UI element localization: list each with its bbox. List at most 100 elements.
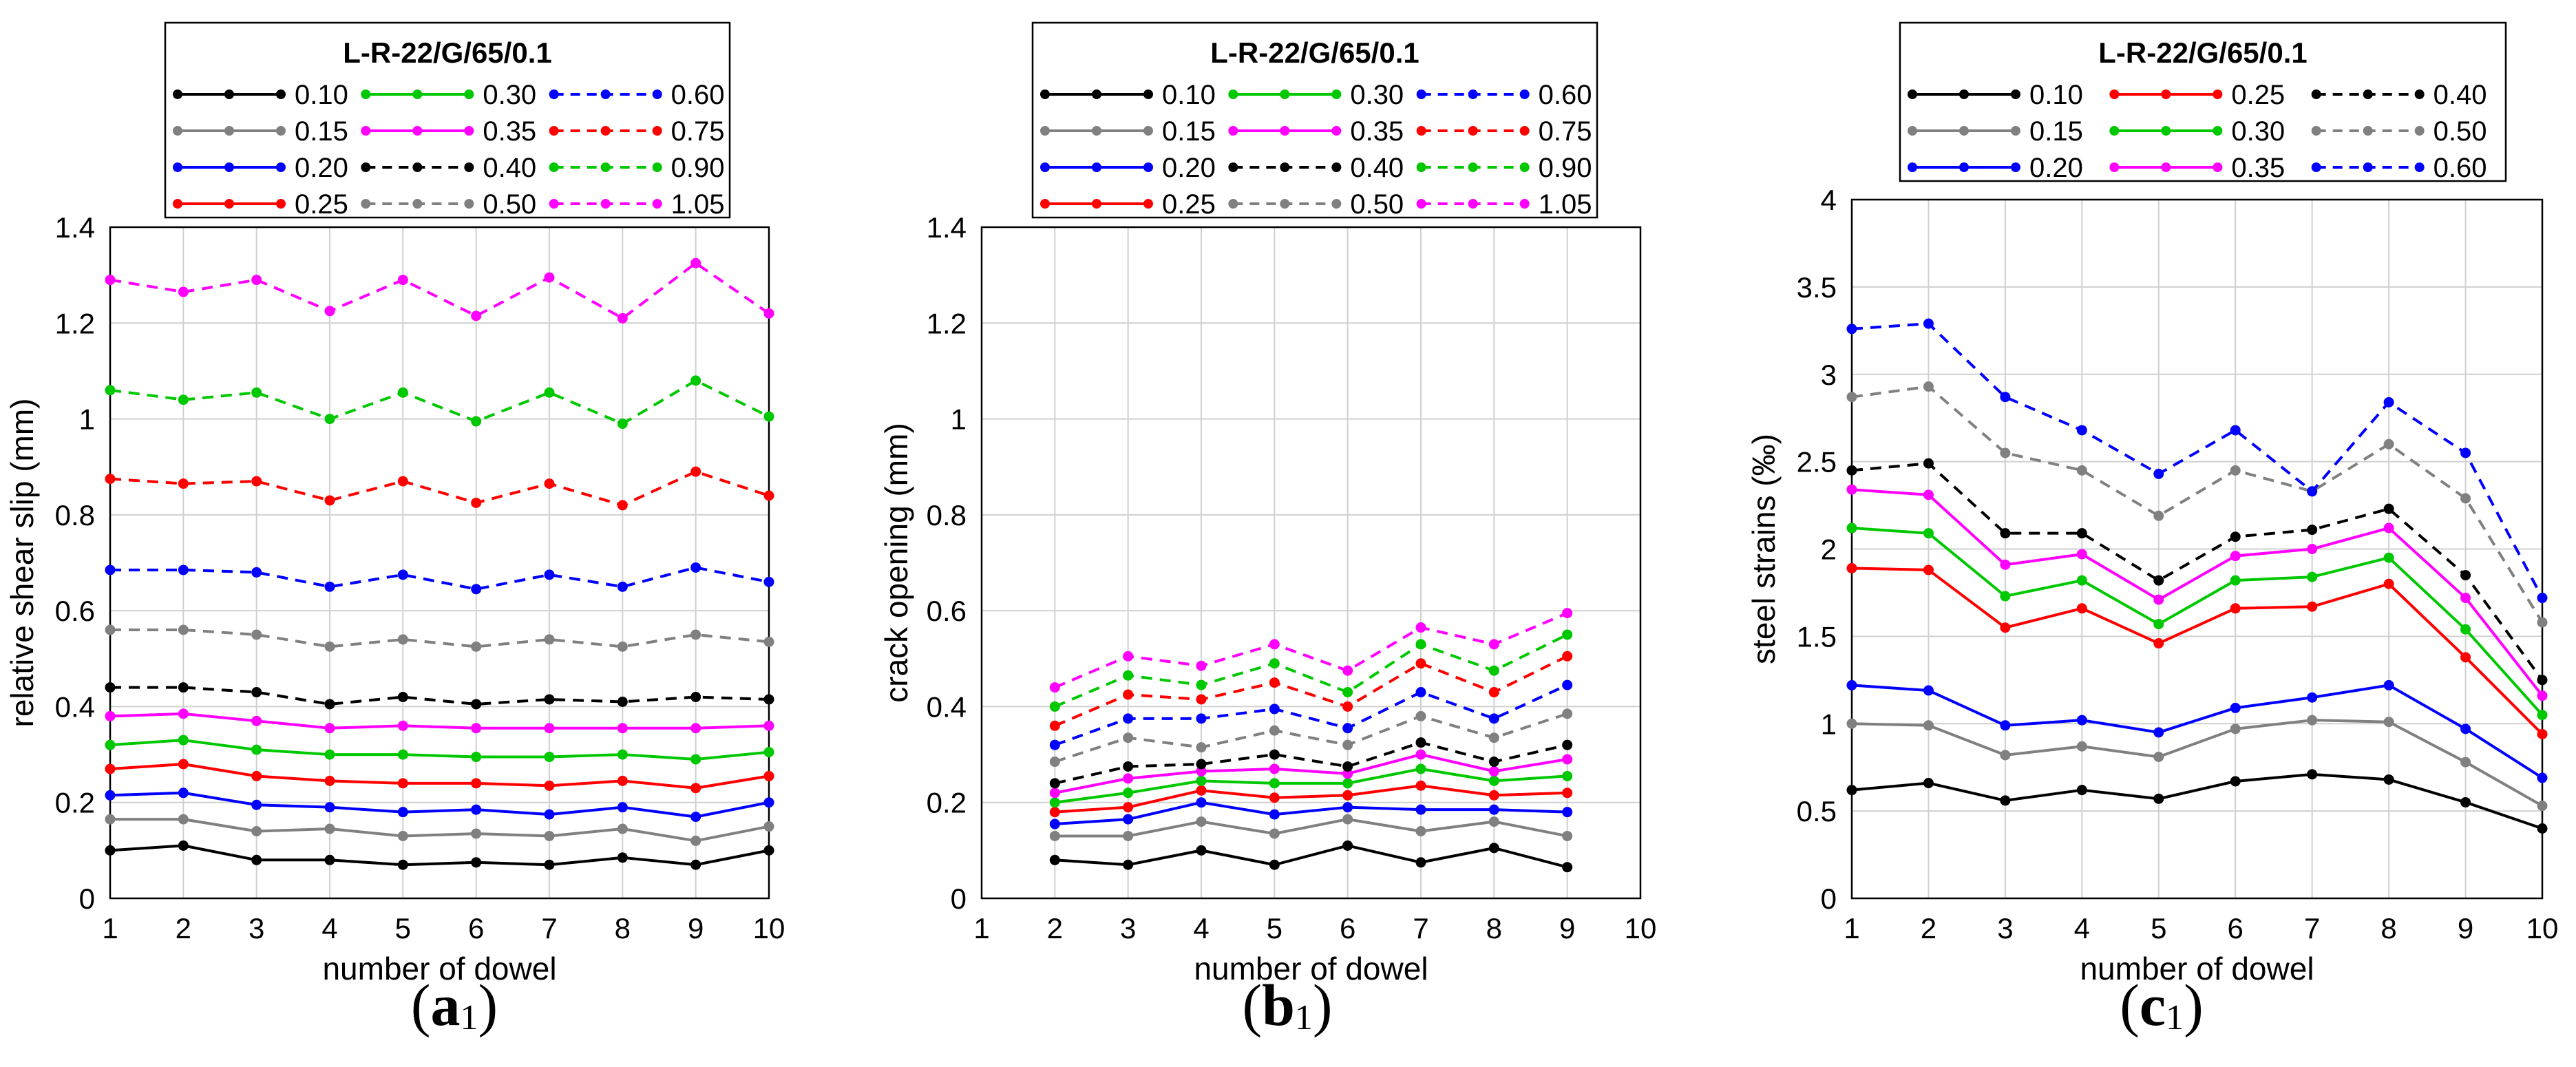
legend-entry: 0.25	[2109, 80, 2285, 110]
data-point	[1923, 528, 1934, 539]
data-point	[2076, 715, 2087, 726]
x-tick-label: 1	[102, 912, 118, 944]
data-point	[1123, 788, 1134, 799]
data-point	[544, 387, 555, 398]
series-line	[109, 739, 770, 761]
y-tick-label: 1	[951, 403, 967, 436]
legend-label: 0.40	[1350, 153, 1404, 183]
data-point	[397, 859, 408, 870]
legend-marker	[652, 89, 662, 99]
series-0.50	[1846, 381, 2548, 628]
data-point	[397, 476, 408, 487]
series-0.60	[1846, 318, 2548, 604]
data-point	[105, 739, 116, 750]
legend-entry: 0.25	[1040, 189, 1216, 220]
data-point	[1846, 324, 1857, 335]
y-tick-label: 4	[1821, 184, 1837, 216]
legend-entry: 0.40	[361, 153, 536, 183]
grid	[110, 227, 769, 898]
plot-frame	[980, 226, 1642, 900]
x-tick-label: 1	[1844, 912, 1859, 944]
series-line	[1851, 772, 2543, 830]
x-axis-label: number of dowel	[322, 951, 556, 986]
data-point	[105, 790, 116, 801]
data-point	[2230, 723, 2241, 735]
data-point	[617, 823, 628, 834]
data-point	[2383, 397, 2394, 408]
legend-marker	[1908, 126, 1917, 136]
data-point	[1488, 775, 1499, 786]
data-point	[1923, 685, 1934, 696]
y-tick-label: 1.5	[1797, 620, 1837, 653]
series-0.20	[105, 788, 774, 823]
series-line	[109, 844, 770, 867]
data-point	[1269, 778, 1280, 789]
data-point	[178, 682, 189, 693]
legend-marker	[1416, 126, 1426, 136]
legend-marker	[1040, 89, 1050, 99]
data-point	[1196, 713, 1207, 724]
data-point	[544, 859, 555, 870]
legend-marker	[2363, 126, 2373, 136]
legend-marker	[1331, 199, 1342, 209]
data-point	[1923, 381, 1934, 392]
data-point	[2307, 769, 2318, 780]
data-point	[1562, 629, 1573, 640]
data-point	[1049, 818, 1060, 830]
x-tick-label: 5	[1267, 912, 1282, 944]
data-point	[1923, 720, 1934, 731]
data-point	[105, 710, 116, 721]
data-point	[2383, 717, 2394, 728]
data-point	[1923, 778, 1934, 789]
series-0.40	[105, 682, 774, 710]
data-point	[1269, 792, 1280, 803]
data-point	[1488, 713, 1499, 724]
series-0.40	[1846, 458, 2548, 686]
data-point	[1123, 814, 1134, 825]
data-point	[1415, 857, 1426, 868]
data-point	[105, 624, 116, 635]
legend-label: 0.15	[1162, 116, 1216, 147]
series-line	[1851, 527, 2544, 716]
legend-entry: 0.15	[1908, 116, 2083, 147]
data-point	[1562, 807, 1573, 818]
series-0.10	[1846, 769, 2548, 834]
plot-frame	[109, 226, 770, 900]
legend-label: 0.35	[2231, 153, 2285, 183]
data-point	[324, 699, 335, 710]
data-point	[2537, 617, 2548, 628]
x-tick-label: 2	[1921, 912, 1936, 944]
data-point	[1123, 830, 1134, 841]
legend-marker	[173, 89, 182, 99]
legend-entry: 0.60	[549, 80, 725, 110]
legend-marker	[412, 162, 423, 172]
data-point	[1342, 840, 1353, 851]
legend-label: 0.10	[1162, 80, 1216, 110]
series-line	[1851, 719, 2543, 807]
legend-entry: 0.20	[1040, 153, 1216, 183]
chart-panel-1: 1 2 3 4 5 6 7 8 9 10 0 0.2 0.4 0.6 0.8 1 1.2 1.4 number of…	[4, 21, 785, 986]
legend-marker	[1416, 162, 1426, 172]
legend-entry: 0.50	[361, 189, 536, 220]
data-point	[1196, 660, 1207, 671]
legend-marker	[2311, 126, 2321, 136]
x-tick-label: 1	[973, 912, 989, 944]
y-tick-label: 0.6	[927, 595, 967, 627]
legend-label: 0.15	[2029, 116, 2083, 147]
data-point	[2000, 591, 2011, 602]
data-point	[471, 804, 482, 815]
legend-label: 0.50	[1350, 189, 1404, 220]
data-point	[617, 500, 628, 511]
series-0.30	[1846, 522, 2548, 721]
data-point	[1342, 665, 1353, 676]
data-point	[2153, 468, 2164, 479]
legend-marker	[464, 162, 474, 172]
data-point	[1562, 708, 1573, 719]
data-point	[471, 752, 482, 763]
legend-entry: 0.35	[2109, 153, 2285, 183]
x-tick-label: 6	[2228, 912, 2244, 944]
data-point	[544, 830, 555, 841]
data-point	[2537, 823, 2548, 834]
data-point	[690, 466, 701, 477]
series-0.25	[1049, 780, 1573, 818]
